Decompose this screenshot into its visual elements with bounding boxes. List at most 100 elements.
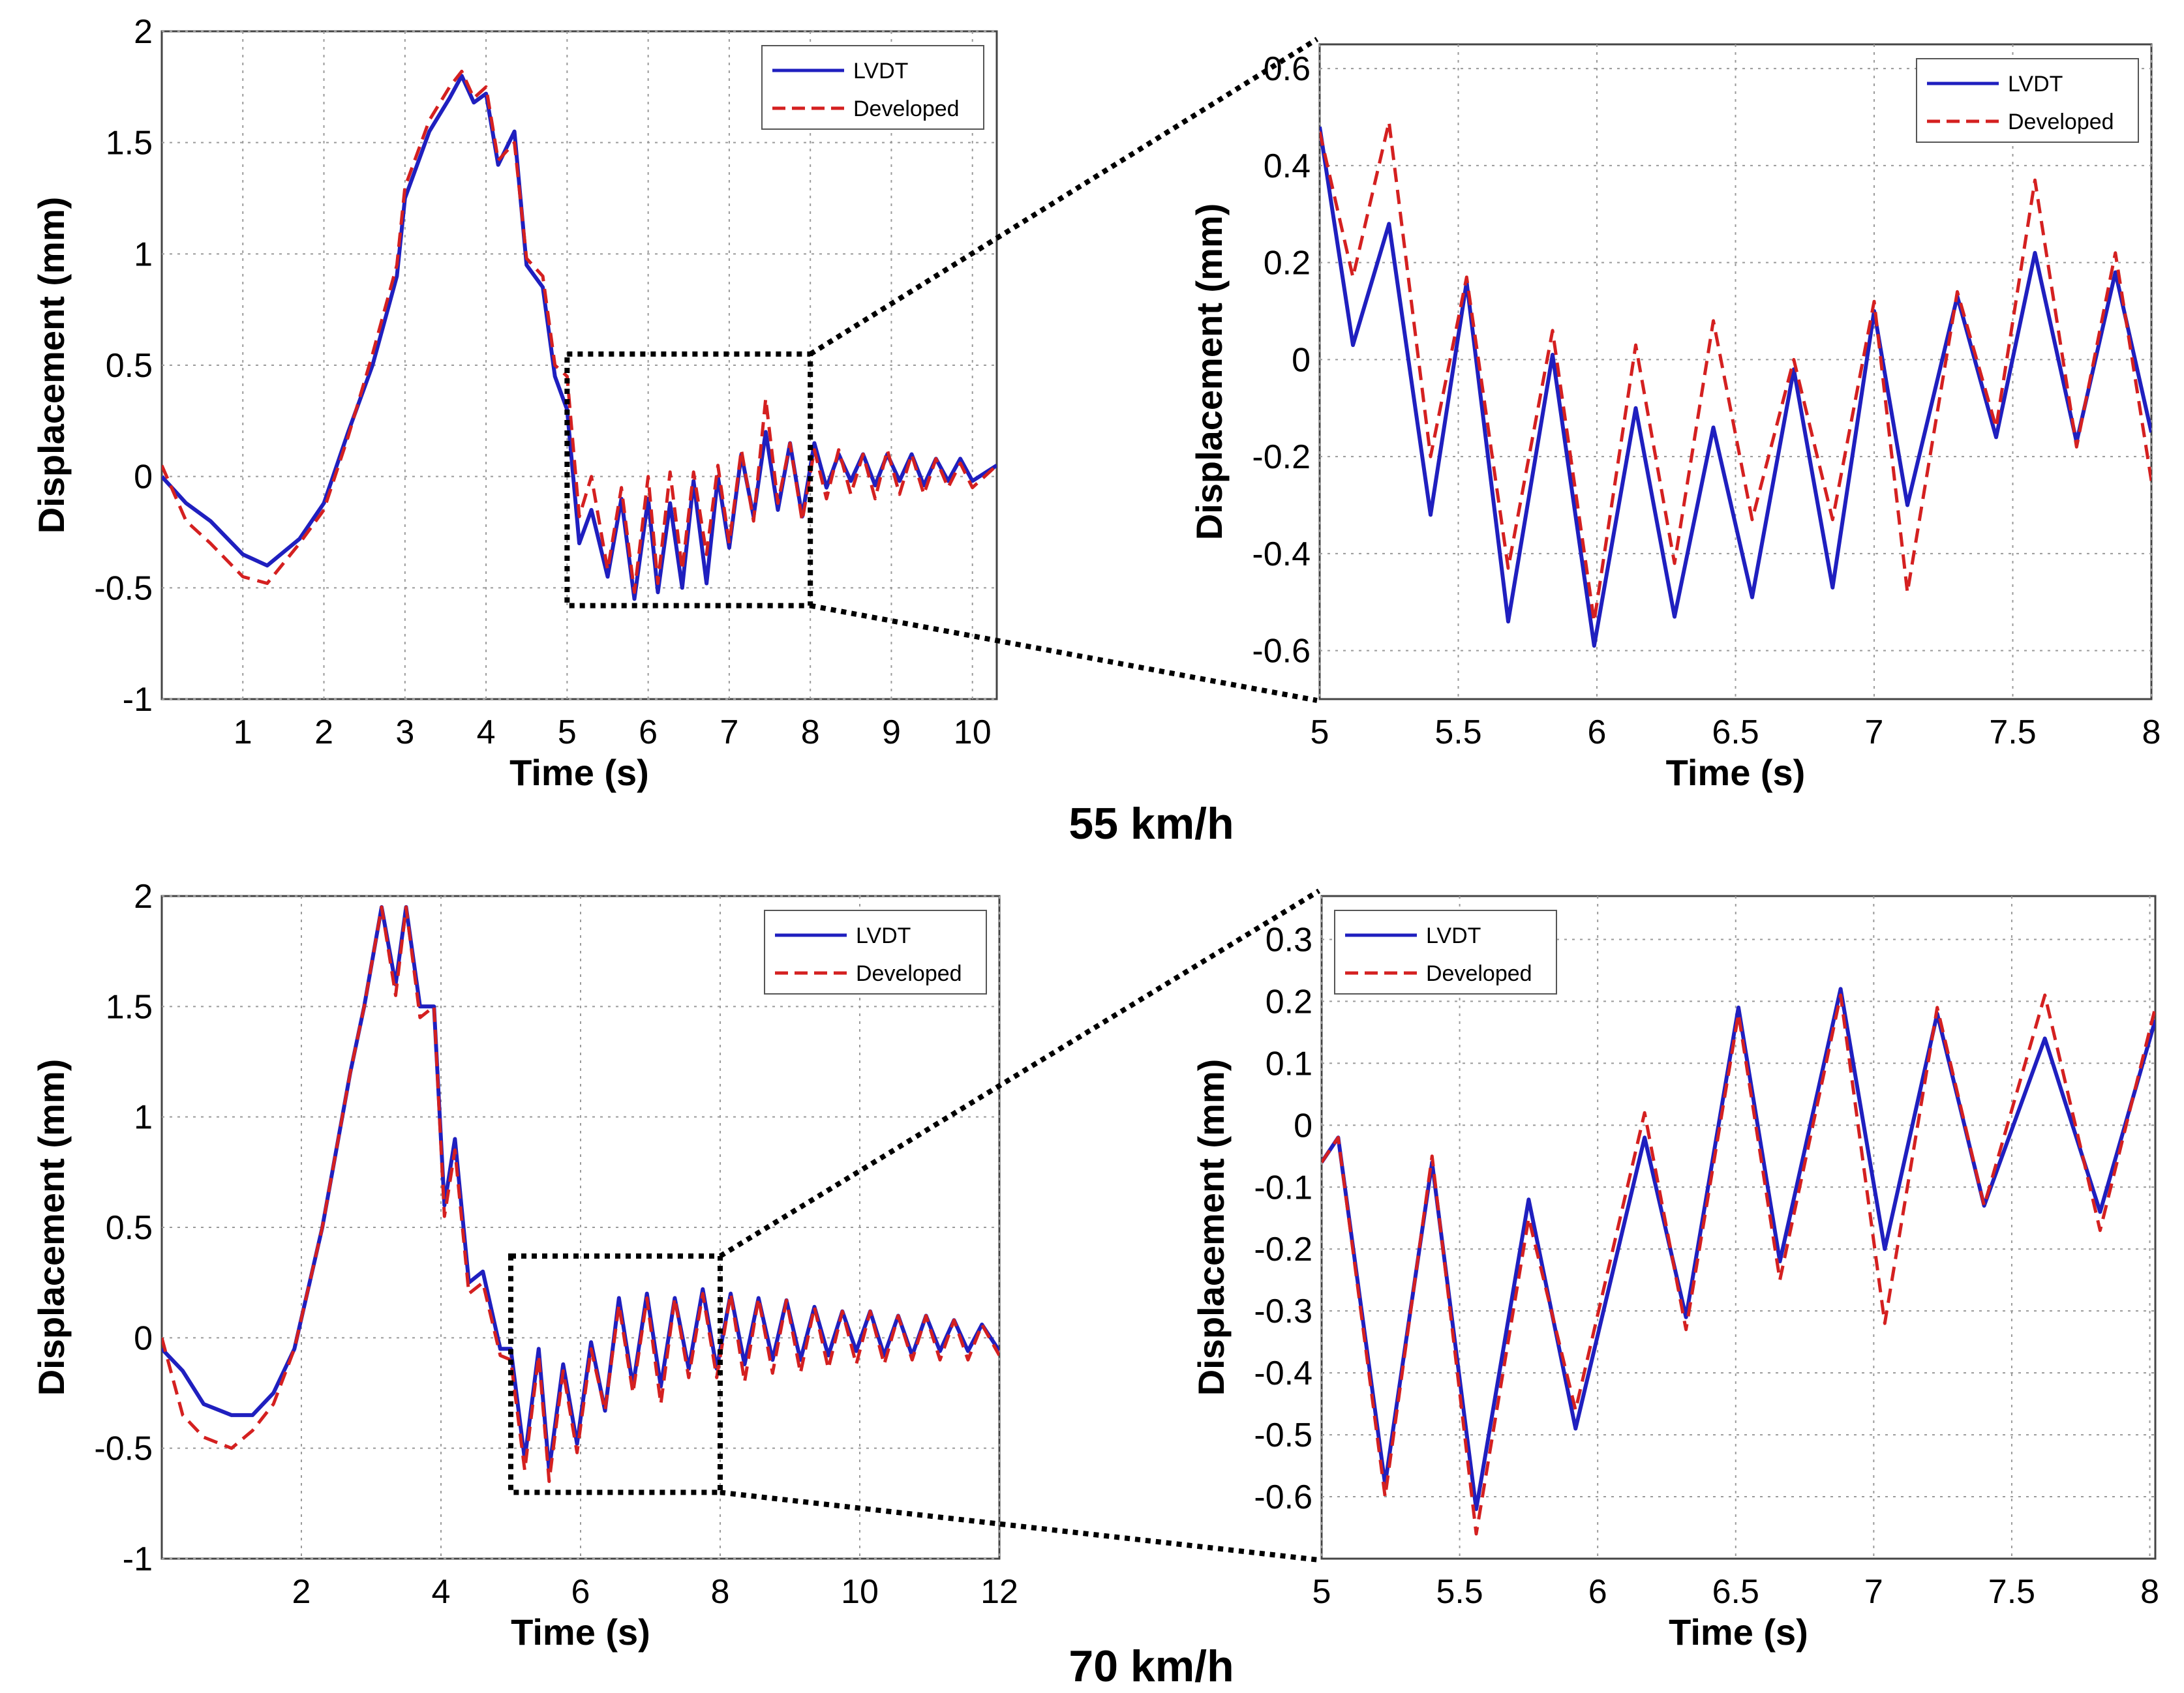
chart2-legend-label-lvdt: LVDT bbox=[2008, 72, 2063, 97]
chart2-ytick-label: -0.6 bbox=[1252, 633, 1311, 670]
chart4-xtick-label: 6 bbox=[1588, 1573, 1607, 1611]
chart2-ytick-label: 0.6 bbox=[1264, 50, 1311, 88]
chart2-xtick-label: 5 bbox=[1311, 713, 1329, 751]
chart3-zoom-box bbox=[508, 1253, 723, 1495]
chart1-xlabel: Time (s) bbox=[509, 752, 649, 793]
chart2-ylabel: Displacement (mm) bbox=[1189, 203, 1230, 541]
chart2-ytick-label: -0.2 bbox=[1252, 438, 1311, 476]
chart3-ytick-label: 1 bbox=[134, 1099, 153, 1137]
chart1-ytick-label: 0 bbox=[134, 458, 153, 496]
chart4-xtick-label: 8 bbox=[2140, 1573, 2159, 1611]
chart4-ytick-label: -0.5 bbox=[1254, 1416, 1312, 1454]
chart1-ytick-label: 1 bbox=[134, 235, 153, 273]
chart2-xtick-label: 5.5 bbox=[1434, 713, 1481, 751]
chart4-legend-label-developed: Developed bbox=[1426, 961, 1532, 986]
chart4-ytick-label: -0.3 bbox=[1254, 1293, 1312, 1330]
chart1-ytick-label: 2 bbox=[134, 13, 153, 51]
chart1: 1 2 3 4 5 6 7 8 9 10 -1 -0.5 0 0.5 1 1.5 2 Time (s) Displa… bbox=[31, 13, 998, 793]
chart1-xtick-label: 10 bbox=[954, 713, 992, 751]
chart4-ytick-label: -0.2 bbox=[1254, 1231, 1312, 1268]
chart3-ytick-label: 2 bbox=[134, 878, 153, 916]
chart4-ytick-label: 0.1 bbox=[1266, 1045, 1312, 1083]
chart3: 2 4 6 8 10 12 -1 -0.5 0 0.5 1 1.5 2 Time (s) Displacem… bbox=[31, 878, 1018, 1653]
chart3-ytick-label: -0.5 bbox=[94, 1430, 153, 1468]
chart1-xtick-label: 7 bbox=[720, 713, 738, 751]
chart3-series-developed bbox=[162, 905, 999, 1483]
chart3-legend: LVDT Developed bbox=[764, 910, 987, 995]
chart4-xtick-label: 7.5 bbox=[1988, 1573, 2035, 1611]
chart1-xtick-label: 2 bbox=[314, 713, 333, 751]
chart2-ytick-label: 0 bbox=[1292, 341, 1311, 379]
chart4-legend-box bbox=[1334, 910, 1557, 995]
chart2: 5 5.5 6 6.5 7 7.5 8 -0.6 -0.4 -0.2 0 0.2 0.4 0.6 Time … bbox=[1189, 43, 2161, 793]
chart2-legend: LVDT Developed bbox=[1916, 58, 2139, 143]
chart3-connector-bottom bbox=[720, 1490, 1320, 1563]
chart3-ylabel: Displacement (mm) bbox=[31, 1059, 72, 1396]
chart4-series-developed bbox=[1322, 993, 2155, 1536]
chart2-ytick-label: 0.4 bbox=[1264, 147, 1311, 185]
chart3-ytick-label: 1.5 bbox=[106, 988, 153, 1026]
chart1-legend-label-lvdt: LVDT bbox=[853, 59, 908, 83]
chart2-series-lvdt bbox=[1320, 126, 2151, 648]
chart3-xtick-label: 8 bbox=[711, 1573, 730, 1611]
chart1-xtick-label: 1 bbox=[234, 713, 252, 751]
chart1-xtick-label: 4 bbox=[477, 713, 496, 751]
chart1-ytick-label: 0.5 bbox=[106, 347, 153, 385]
chart4-ytick-label: 0 bbox=[1294, 1107, 1312, 1145]
chart4-ytick-label: 0.2 bbox=[1266, 983, 1312, 1021]
chart1-series-developed bbox=[162, 69, 997, 594]
chart1-xtick-label: 3 bbox=[395, 713, 414, 751]
chart2-ytick-label: 0.2 bbox=[1264, 245, 1311, 282]
chart1-zoom-box bbox=[564, 351, 813, 608]
chart1-legend-box bbox=[761, 45, 984, 130]
chart3-legend-label-lvdt: LVDT bbox=[856, 923, 911, 948]
chart4: 5 5.5 6 6.5 7 7.5 8 -0.6 -0.5 -0.4 -0.3 -0.2 -0.1 0 0.… bbox=[1191, 895, 2159, 1653]
chart2-xtick-label: 6.5 bbox=[1712, 713, 1759, 751]
chart4-xtick-label: 5.5 bbox=[1436, 1573, 1483, 1611]
chart1-ytick-label: -1 bbox=[123, 681, 153, 719]
chart1-ytick-label: -0.5 bbox=[94, 569, 153, 607]
chart4-ytick-label: -0.1 bbox=[1254, 1169, 1312, 1206]
chart3-legend-label-developed: Developed bbox=[856, 961, 962, 986]
chart1-legend: LVDT Developed bbox=[761, 45, 984, 130]
chart3-ytick-label: 0 bbox=[134, 1319, 153, 1357]
chart4-frame bbox=[1320, 895, 2157, 1560]
chart3-legend-box bbox=[764, 910, 987, 995]
chart3-xtick-label: 12 bbox=[980, 1573, 1018, 1611]
chart2-series-developed bbox=[1320, 120, 2151, 623]
chart3-xlabel: Time (s) bbox=[511, 1611, 650, 1653]
chart1-xtick-label: 8 bbox=[801, 713, 820, 751]
caption-55-kmh: 55 km/h bbox=[1069, 799, 1234, 848]
chart4-xtick-label: 5 bbox=[1312, 1573, 1331, 1611]
chart2-legend-label-developed: Developed bbox=[2008, 110, 2114, 134]
chart4-ylabel: Displacement (mm) bbox=[1191, 1059, 1232, 1396]
chart3-xtick-label: 2 bbox=[292, 1573, 311, 1611]
chart4-xlabel: Time (s) bbox=[1669, 1611, 1808, 1653]
chart2-ytick-label: -0.4 bbox=[1252, 535, 1311, 573]
chart4-ytick-label: -0.6 bbox=[1254, 1478, 1312, 1516]
chart4-xtick-label: 6.5 bbox=[1712, 1573, 1759, 1611]
chart3-xtick-label: 10 bbox=[841, 1573, 879, 1611]
chart4-ytick-label: 0.3 bbox=[1266, 921, 1312, 959]
chart2-xtick-label: 7.5 bbox=[1989, 713, 2036, 751]
chart2-xtick-label: 7 bbox=[1865, 713, 1884, 751]
chart2-legend-box bbox=[1916, 58, 2139, 143]
chart1-ylabel: Displacement (mm) bbox=[31, 197, 72, 534]
chart4-ytick-label: -0.4 bbox=[1254, 1355, 1312, 1392]
chart3-xtick-label: 6 bbox=[571, 1573, 590, 1611]
chart1-ytick-label: 1.5 bbox=[106, 125, 153, 162]
chart3-connector-top bbox=[718, 888, 1321, 1259]
chart1-xtick-label: 9 bbox=[882, 713, 901, 751]
chart1-xtick-label: 6 bbox=[639, 713, 658, 751]
chart3-ytick-label: -1 bbox=[123, 1540, 153, 1578]
chart1-legend-label-developed: Developed bbox=[853, 97, 960, 121]
chart3-xtick-label: 4 bbox=[432, 1573, 451, 1611]
chart4-xtick-label: 7 bbox=[1864, 1573, 1883, 1611]
chart4-legend: LVDT Developed bbox=[1334, 910, 1557, 995]
chart1-connector-bottom bbox=[810, 603, 1318, 703]
chart2-xtick-label: 8 bbox=[2142, 713, 2161, 751]
chart2-xtick-label: 6 bbox=[1588, 713, 1607, 751]
chart2-xlabel: Time (s) bbox=[1666, 752, 1806, 793]
caption-70-kmh: 70 km/h bbox=[1069, 1641, 1234, 1691]
